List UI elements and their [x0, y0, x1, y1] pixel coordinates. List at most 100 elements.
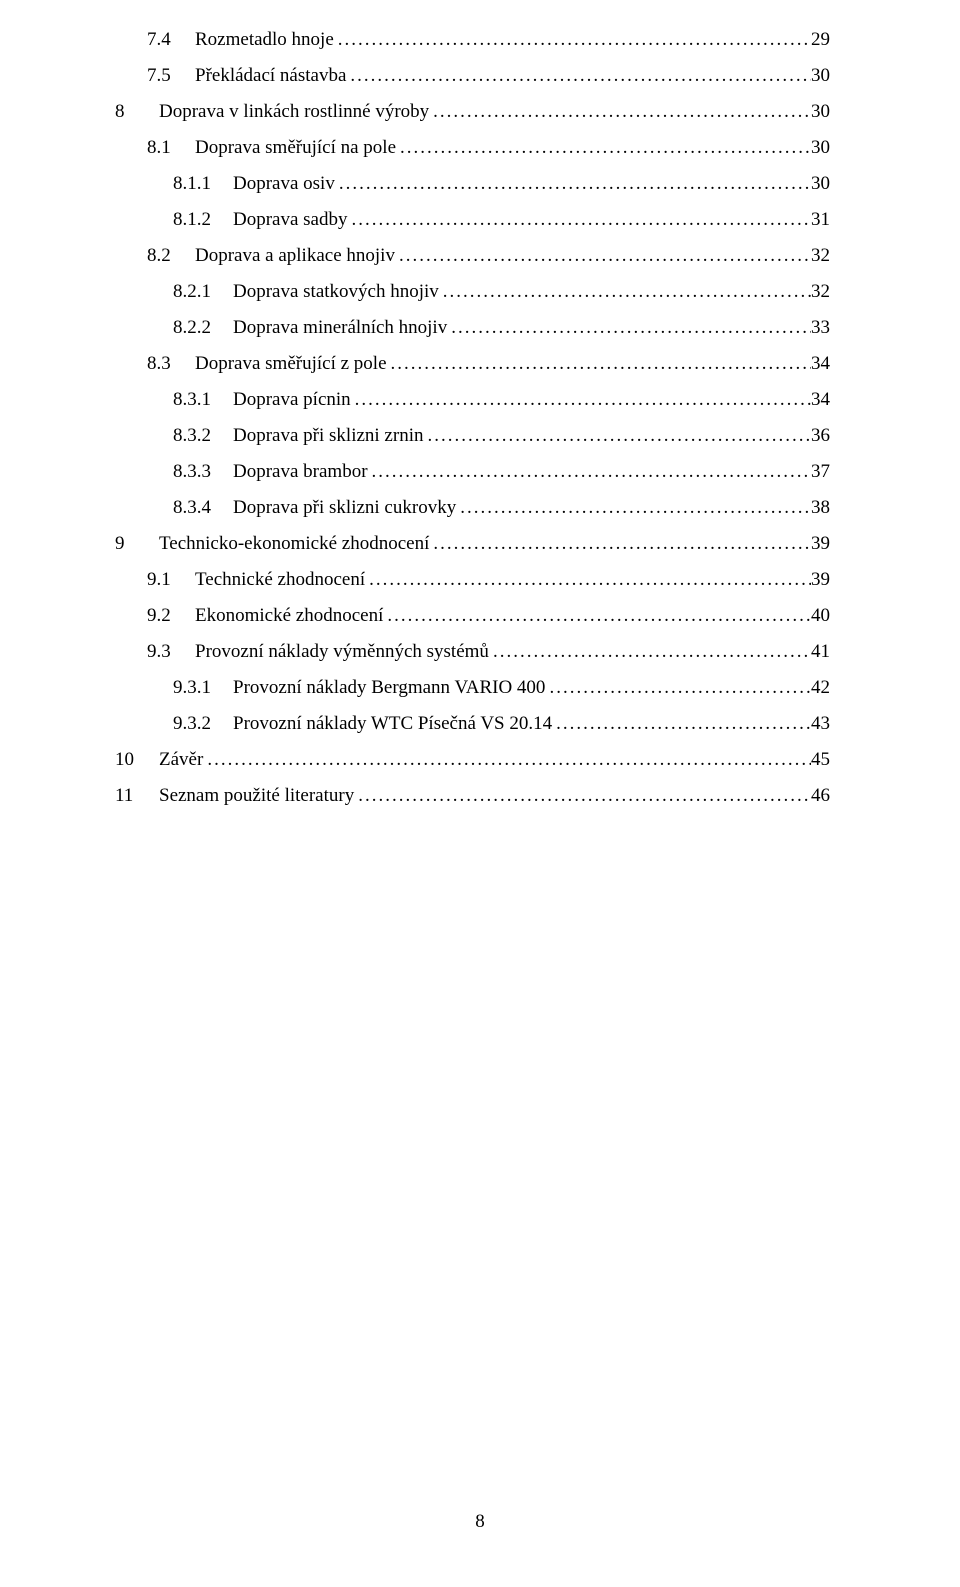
- toc-leader: [368, 462, 811, 481]
- toc-page: 39: [811, 570, 830, 589]
- toc-leader: [335, 174, 811, 193]
- toc-entry: 9.3Provozní náklady výměnných systémů 41: [115, 642, 830, 661]
- toc-number: 9.3: [115, 642, 195, 661]
- toc-page: 41: [811, 642, 830, 661]
- toc-entry: 9.3.1Provozní náklady Bergmann VARIO 400…: [115, 678, 830, 697]
- toc-leader: [395, 246, 811, 265]
- table-of-contents: 7.4Rozmetadlo hnoje29 7.5Překládací násta…: [115, 30, 830, 822]
- toc-entry: 8.1Doprava směřující na pole 30: [115, 138, 830, 157]
- toc-leader: [396, 138, 811, 157]
- toc-page: 46: [811, 786, 830, 805]
- toc-number: 11: [115, 786, 159, 805]
- toc-number: 7.4: [115, 30, 195, 49]
- toc-label: Doprava brambor: [233, 462, 368, 481]
- toc-leader: [365, 570, 811, 589]
- toc-leader: [334, 30, 811, 49]
- toc-entry: 8.3.1Doprava pícnin 34: [115, 390, 830, 409]
- toc-page: 30: [811, 66, 830, 85]
- toc-page: 42: [811, 678, 830, 697]
- toc-page: 38: [811, 498, 830, 517]
- toc-label: Překládací nástavba: [195, 66, 346, 85]
- toc-label: Doprava statkových hnojiv: [233, 282, 439, 301]
- toc-page: 39: [811, 534, 830, 553]
- toc-entry: 7.4Rozmetadlo hnoje29: [115, 30, 830, 49]
- toc-entry: 9Technicko-ekonomické zhodnocení 39: [115, 534, 830, 553]
- toc-leader: [552, 714, 811, 733]
- page-number: 8: [475, 1511, 485, 1532]
- toc-leader: [439, 282, 811, 301]
- toc-page: 32: [811, 246, 830, 265]
- toc-number: 9: [115, 534, 159, 553]
- toc-page: 30: [811, 138, 830, 157]
- toc-entry: 8.3Doprava směřující z pole 34: [115, 354, 830, 373]
- toc-label: Rozmetadlo hnoje: [195, 30, 334, 49]
- toc-entry: 9.1Technické zhodnocení 39: [115, 570, 830, 589]
- toc-label: Ekonomické zhodnocení: [195, 606, 383, 625]
- toc-page: 43: [811, 714, 830, 733]
- toc-page: 30: [811, 174, 830, 193]
- toc-entry: 8Doprava v linkách rostlinné výroby30: [115, 102, 830, 121]
- toc-leader: [354, 786, 811, 805]
- toc-label: Doprava a aplikace hnojiv: [195, 246, 395, 265]
- toc-label: Provozní náklady výměnných systémů: [195, 642, 489, 661]
- toc-number: 8.1: [115, 138, 195, 157]
- toc-entry: 9.2Ekonomické zhodnocení 40: [115, 606, 830, 625]
- toc-entry: 8.3.4Doprava při sklizni cukrovky38: [115, 498, 830, 517]
- toc-number: 8: [115, 102, 159, 121]
- toc-entry: 8.2.2Doprava minerálních hnojiv 33: [115, 318, 830, 337]
- toc-label: Doprava směřující na pole: [195, 138, 396, 157]
- toc-page: 36: [811, 426, 830, 445]
- toc-label: Doprava pícnin: [233, 390, 351, 409]
- toc-entry: 8.2.1Doprava statkových hnojiv 32: [115, 282, 830, 301]
- toc-entry: 9.3.2Provozní náklady WTC Písečná VS 20.…: [115, 714, 830, 733]
- toc-label: Doprava v linkách rostlinné výroby: [159, 102, 429, 121]
- toc-number: 10: [115, 750, 159, 769]
- toc-page: 33: [811, 318, 830, 337]
- toc-leader: [545, 678, 811, 697]
- toc-label: Závěr: [159, 750, 203, 769]
- toc-label: Doprava při sklizni zrnin: [233, 426, 423, 445]
- toc-number: 8.2.2: [115, 318, 233, 337]
- toc-entry: 8.2Doprava a aplikace hnojiv32: [115, 246, 830, 265]
- toc-entry: 8.3.2Doprava při sklizni zrnin 36: [115, 426, 830, 445]
- toc-page: 32: [811, 282, 830, 301]
- toc-label: Doprava směřující z pole: [195, 354, 387, 373]
- toc-entry: 11Seznam použité literatury 46: [115, 786, 830, 805]
- toc-leader: [429, 102, 811, 121]
- page-footer: 8: [0, 1512, 960, 1531]
- toc-leader: [351, 390, 811, 409]
- toc-page: 34: [811, 354, 830, 373]
- toc-leader: [489, 642, 811, 661]
- toc-leader: [348, 210, 812, 229]
- toc-number: 7.5: [115, 66, 195, 85]
- toc-leader: [456, 498, 811, 517]
- toc-number: 8.1.2: [115, 210, 233, 229]
- toc-label: Technické zhodnocení: [195, 570, 365, 589]
- toc-leader: [383, 606, 811, 625]
- toc-label: Doprava sadby: [233, 210, 348, 229]
- toc-leader: [203, 750, 811, 769]
- toc-page: 40: [811, 606, 830, 625]
- toc-leader: [447, 318, 811, 337]
- toc-label: Doprava při sklizni cukrovky: [233, 498, 456, 517]
- toc-leader: [423, 426, 811, 445]
- toc-number: 8.3: [115, 354, 195, 373]
- toc-number: 8.3.3: [115, 462, 233, 481]
- toc-number: 8.3.1: [115, 390, 233, 409]
- toc-number: 9.2: [115, 606, 195, 625]
- toc-page: 37: [811, 462, 830, 481]
- toc-number: 8.2.1: [115, 282, 233, 301]
- toc-leader: [429, 534, 811, 553]
- toc-number: 9.1: [115, 570, 195, 589]
- toc-page: 34: [811, 390, 830, 409]
- toc-leader: [346, 66, 811, 85]
- toc-page: 31: [811, 210, 830, 229]
- toc-number: 8.3.2: [115, 426, 233, 445]
- toc-number: 8.1.1: [115, 174, 233, 193]
- toc-label: Technicko-ekonomické zhodnocení: [159, 534, 429, 553]
- toc-entry: 8.1.2Doprava sadby 31: [115, 210, 830, 229]
- toc-entry: 7.5Překládací nástavba 30: [115, 66, 830, 85]
- toc-label: Doprava minerálních hnojiv: [233, 318, 447, 337]
- toc-number: 9.3.2: [115, 714, 233, 733]
- toc-label: Seznam použité literatury: [159, 786, 354, 805]
